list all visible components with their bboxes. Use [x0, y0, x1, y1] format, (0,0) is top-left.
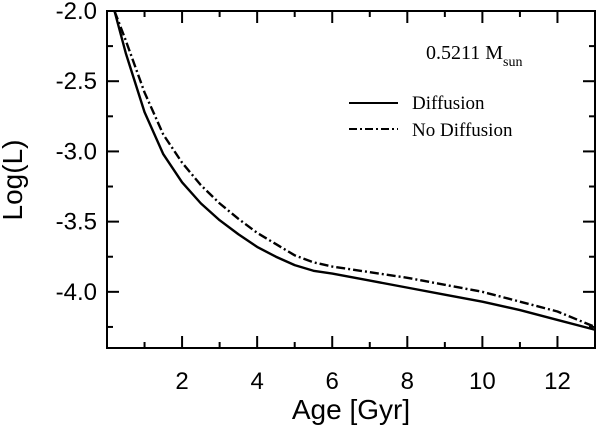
- x-tick-label: 8: [401, 368, 414, 395]
- x-tick-label: 6: [326, 368, 339, 395]
- x-tick-label: 2: [175, 368, 188, 395]
- mass-annotation-subscript: sun: [503, 55, 522, 70]
- plot-area-frame: [106, 10, 596, 349]
- y-tick-label: -2.0: [56, 0, 97, 25]
- series-line-diffusion: [113, 10, 596, 331]
- legend: Diffusion No Diffusion: [349, 93, 513, 141]
- y-axis-tick-labels: -2.0 -2.5 -3.0 -3.5 -4.0: [56, 0, 97, 306]
- x-tick-label: 10: [469, 368, 496, 395]
- series-layer: [113, 10, 596, 331]
- x-tick-label: 4: [250, 368, 263, 395]
- legend-label-no-diffusion: No Diffusion: [412, 120, 513, 141]
- series-line-no-diffusion: [113, 10, 596, 329]
- y-tick-label: -3.5: [56, 209, 97, 236]
- y-tick-label: -2.5: [56, 68, 97, 95]
- x-tick-label: 12: [544, 368, 571, 395]
- y-tick-label: -3.0: [56, 138, 97, 165]
- mass-annotation: 0.5211 Msun: [426, 42, 523, 70]
- x-axis-ticks: [143, 11, 559, 348]
- y-axis-label: Log(L): [0, 140, 28, 221]
- legend-label-diffusion: Diffusion: [412, 93, 485, 114]
- y-tick-label: -4.0: [56, 279, 97, 306]
- x-axis-tick-labels: 2 4 6 8 10 12: [175, 368, 570, 395]
- mass-annotation-main: 0.5211 M: [426, 42, 503, 64]
- y-axis-ticks: [107, 45, 595, 328]
- x-axis-label: Age [Gyr]: [292, 394, 410, 425]
